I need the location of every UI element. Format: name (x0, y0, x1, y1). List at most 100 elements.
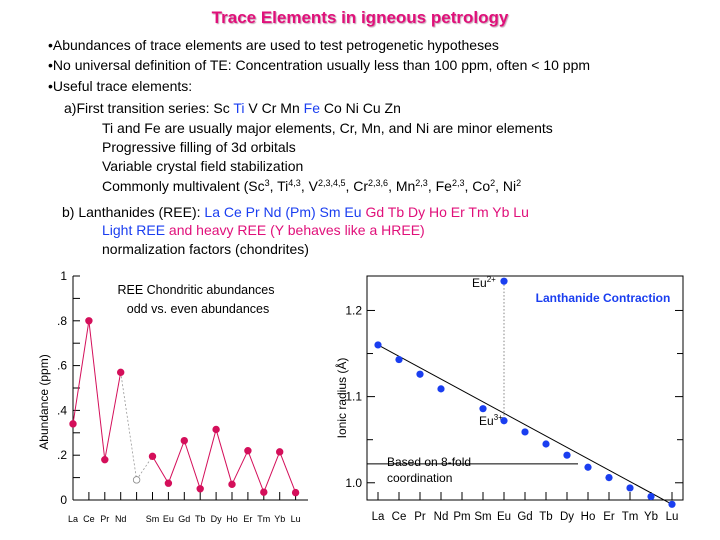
left-x-tick-label: Tm (257, 514, 270, 524)
left-series-segment (231, 450, 249, 485)
left-series-points (69, 317, 300, 497)
left-series-segment (263, 451, 281, 493)
left-y-tick-label: .2 (57, 448, 67, 462)
page-title: Trace Elements in igneous petrology (211, 8, 509, 27)
right-point-ce (395, 355, 403, 364)
coordination-note-line2: coordination (387, 471, 452, 485)
lanthanides-subline: Light REE and heavy REE (Y behaves like … (102, 222, 425, 239)
right-y-tick-label: 1.1 (345, 390, 362, 404)
heavy-ree-list: Gd Tb Dy Ho Er Tm Yb Lu (361, 204, 529, 220)
left-series-segment (279, 451, 297, 493)
left-y-tick-label: 0 (60, 493, 67, 507)
left-y-tick-label: .6 (57, 359, 67, 373)
right-series-points (374, 277, 676, 508)
right-point-dy (563, 451, 571, 459)
lanthanides-prefix: b) Lanthanides (REE): (62, 204, 205, 220)
transition-heading: a)First transition series: Sc Ti V Cr Mn… (64, 100, 401, 117)
left-series-lines (72, 320, 297, 493)
right-x-tick-label: Ce (392, 511, 407, 523)
left-x-tick-label: Tb (195, 514, 206, 524)
left-point-la (69, 420, 77, 428)
left-x-tick-label: Nd (115, 514, 127, 524)
left-series-segment (167, 440, 185, 484)
right-y-ticks: 1.0 1.1 1.2 (345, 303, 683, 490)
right-point-er (605, 474, 613, 482)
right-point-tb (542, 440, 550, 448)
transition-mid: V Cr Mn (244, 100, 304, 116)
right-point-pr (416, 370, 424, 378)
left-series-segment (215, 429, 233, 485)
left-series-segment (104, 372, 122, 460)
right-point-eu2 (500, 277, 508, 285)
transition-multivalent: Commonly multivalent (Sc3, Ti4,3, V2,3,4… (102, 178, 522, 194)
right-x-tick-label: La (372, 511, 385, 523)
left-point-pm (132, 476, 141, 484)
left-x-tick-label: Eu (163, 514, 174, 524)
right-point-la (374, 341, 382, 349)
left-x-tick-label: Sm (146, 514, 160, 524)
transition-line-3d: Progressive filling of 3d orbitals (102, 139, 296, 155)
multivalent-prefix: Commonly multivalent (Sc (102, 178, 265, 194)
left-y-ticks: 0 .2 .4 .6 .8 1 (57, 269, 80, 507)
right-y-tick-label: 1.2 (345, 303, 362, 317)
ti-label: Ti (233, 100, 245, 116)
left-point-lu (291, 488, 300, 497)
transition-suffix: Co Ni Cu Zn (319, 100, 401, 116)
left-x-tick-label: Ho (226, 514, 238, 524)
right-x-tick-label: Pm (453, 511, 470, 523)
right-y-label: Ionic radius (Å) (334, 358, 349, 439)
left-x-tick-label: Er (243, 514, 252, 524)
bullet-useful: •Useful trace elements: (48, 78, 193, 94)
right-x-tick-label: Nd (434, 511, 449, 523)
left-point-yb (276, 448, 284, 456)
right-x-tick-label: Lu (666, 511, 679, 523)
light-ree-label: Light REE (102, 222, 166, 238)
normalization-line: normalization factors (chondrites) (102, 241, 309, 257)
left-x-tick-label: Pr (100, 514, 109, 524)
eu3-label: Eu3+ (479, 413, 503, 428)
left-point-dy (212, 425, 220, 434)
left-y-tick-label: .8 (57, 314, 67, 328)
right-point-gd (521, 428, 529, 436)
left-x-tick-label: Dy (211, 514, 222, 524)
left-point-tb (196, 485, 204, 493)
left-chart-subtitle: odd vs. even abundances (127, 302, 269, 316)
left-point-tm (260, 488, 268, 496)
left-point-er (244, 447, 252, 455)
right-point-ho (584, 463, 592, 471)
right-x-tick-label: Tm (622, 511, 639, 523)
left-x-tick-label: Lu (291, 514, 301, 524)
left-point-eu (164, 479, 173, 487)
left-x-tick-label: La (68, 514, 78, 524)
left-x-tick-label: Yb (274, 514, 285, 524)
bullet-definition: •No universal definition of TE: Concentr… (48, 57, 591, 73)
transition-line-major: Ti and Fe are usually major elements, Cr… (102, 120, 553, 136)
left-point-ho (228, 480, 236, 489)
left-point-pr (101, 455, 109, 464)
left-chart-title: REE Chondritic abundances (117, 283, 274, 297)
right-chart-title: Lanthanide Contraction (536, 291, 671, 305)
left-point-gd (180, 436, 188, 445)
left-x-tick-label: Gd (178, 514, 190, 524)
right-x-tick-label: Gd (517, 511, 532, 523)
transition-line-crystal: Variable crystal field stabilization (102, 158, 304, 174)
right-point-nd (437, 385, 445, 393)
bullet-abundances: •Abundances of trace elements are used t… (48, 37, 499, 53)
right-x-tick-label: Dy (560, 511, 574, 523)
eu2-label: Eu2+ (472, 275, 496, 290)
left-series-segment (88, 320, 106, 460)
left-y-tick-label: 1 (60, 269, 67, 283)
coordination-note-line1: Based on 8-fold (387, 455, 471, 469)
left-series-segment (199, 429, 217, 489)
right-point-eu (500, 417, 508, 425)
right-annotations (367, 281, 673, 505)
contraction-trend-line (377, 344, 673, 505)
right-x-tick-label: Sm (474, 511, 491, 523)
left-y-label: Abundance (ppm) (37, 354, 51, 449)
left-series-segment (152, 456, 169, 484)
light-ree-list: La Ce Pr Nd (Pm) Sm Eu (204, 204, 362, 220)
left-x-tick-label: Ce (83, 514, 95, 524)
right-point-tm (626, 484, 634, 492)
